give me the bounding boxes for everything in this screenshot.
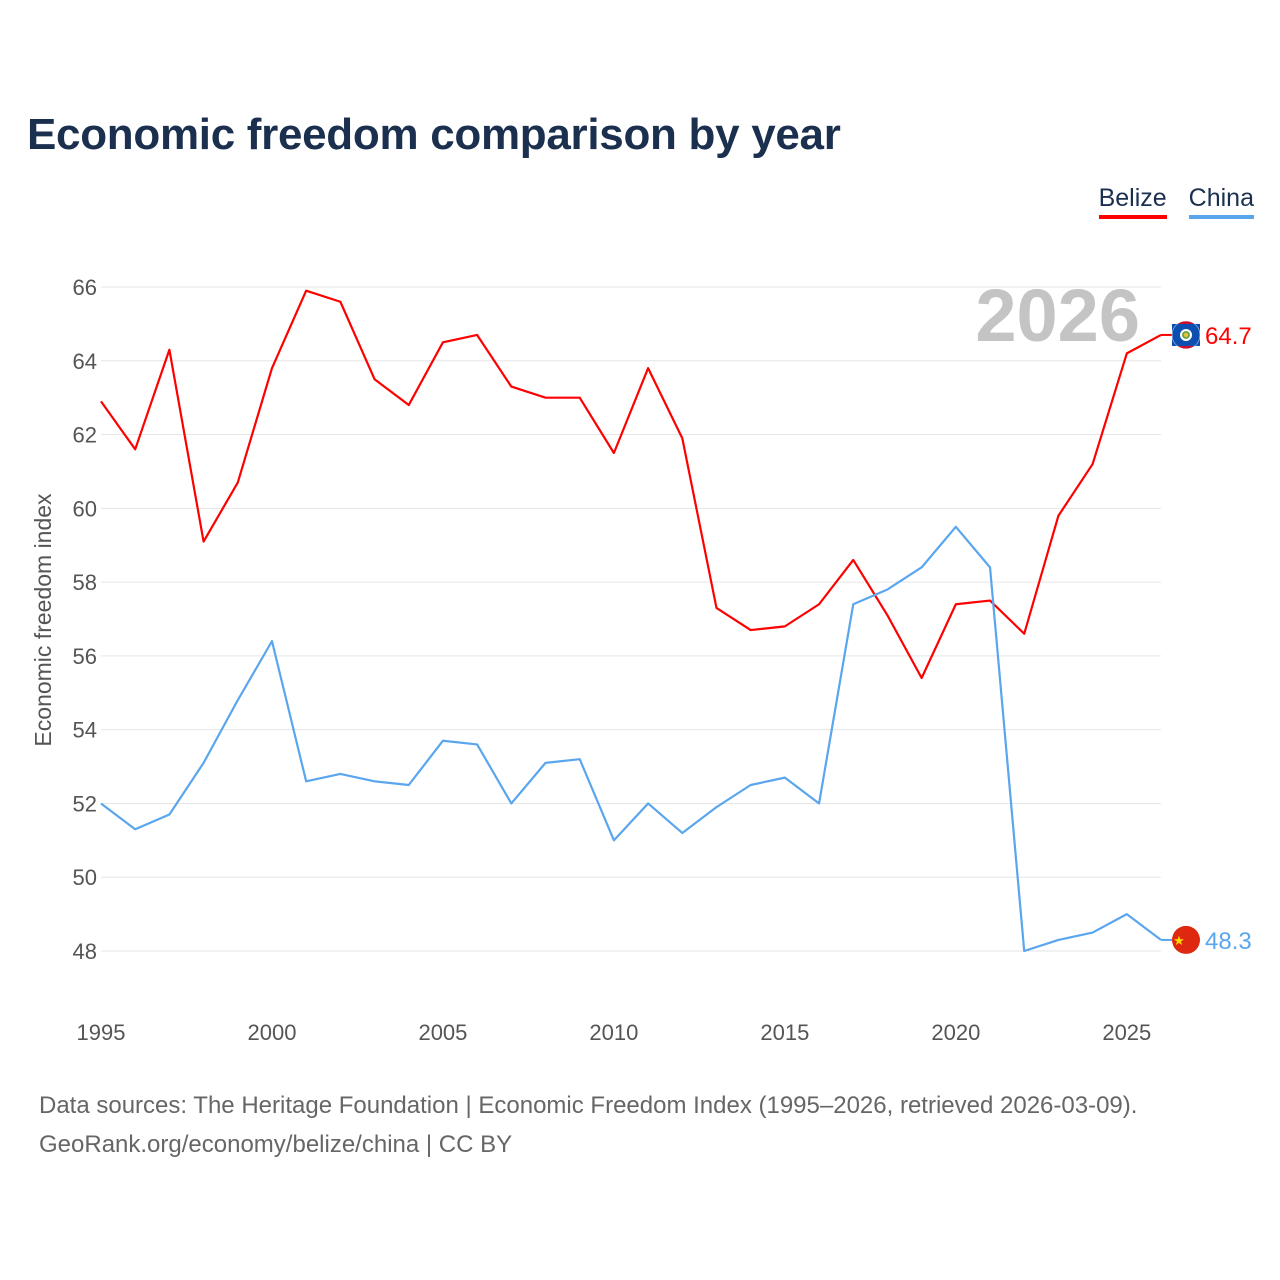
x-tick-label: 2020 [931, 1020, 980, 1045]
x-tick-label: 1995 [77, 1020, 126, 1045]
x-tick-label: 2015 [760, 1020, 809, 1045]
year-watermark: 2026 [975, 274, 1140, 357]
y-axis-label: Economic freedom index [30, 493, 56, 747]
data-sources: Data sources: The Heritage Foundation | … [39, 1092, 1138, 1119]
china-line[interactable] [100, 525, 1162, 953]
y-tick-label: 50 [73, 865, 97, 890]
chart-title: Economic freedom comparison by year [27, 110, 841, 159]
x-tick-label: 2025 [1102, 1020, 1151, 1045]
y-tick-label: 56 [73, 644, 97, 669]
x-tick-label: 2000 [247, 1020, 296, 1045]
legend: Belize China [1098, 184, 1254, 219]
y-tick-label: 58 [73, 570, 97, 595]
x-tick-label: 2005 [418, 1020, 467, 1045]
y-tick-label: 64 [73, 349, 97, 374]
belize-flag-icon [1171, 320, 1201, 350]
footer: Data sources: The Heritage Foundation | … [39, 1086, 1137, 1164]
y-tick-label: 60 [73, 496, 97, 521]
belize-line[interactable] [100, 289, 1162, 680]
belize-end-label: 64.7 [1205, 323, 1252, 350]
svg-text:★: ★ [1173, 933, 1185, 948]
legend-china[interactable]: China [1188, 184, 1254, 219]
legend-belize[interactable]: Belize [1098, 184, 1167, 219]
y-tick-label: 48 [73, 939, 97, 964]
x-tick-label: 2010 [589, 1020, 638, 1045]
china-end-label: 48.3 [1205, 928, 1252, 955]
y-tick-label: 66 [73, 275, 97, 300]
y-tick-label: 54 [73, 718, 97, 743]
y-tick-label: 52 [73, 791, 97, 816]
source-link[interactable]: GeoRank.org/economy/belize/china | CC BY [39, 1131, 513, 1158]
china-flag-icon: ★ [1172, 925, 1200, 954]
y-tick-label: 62 [73, 423, 97, 448]
